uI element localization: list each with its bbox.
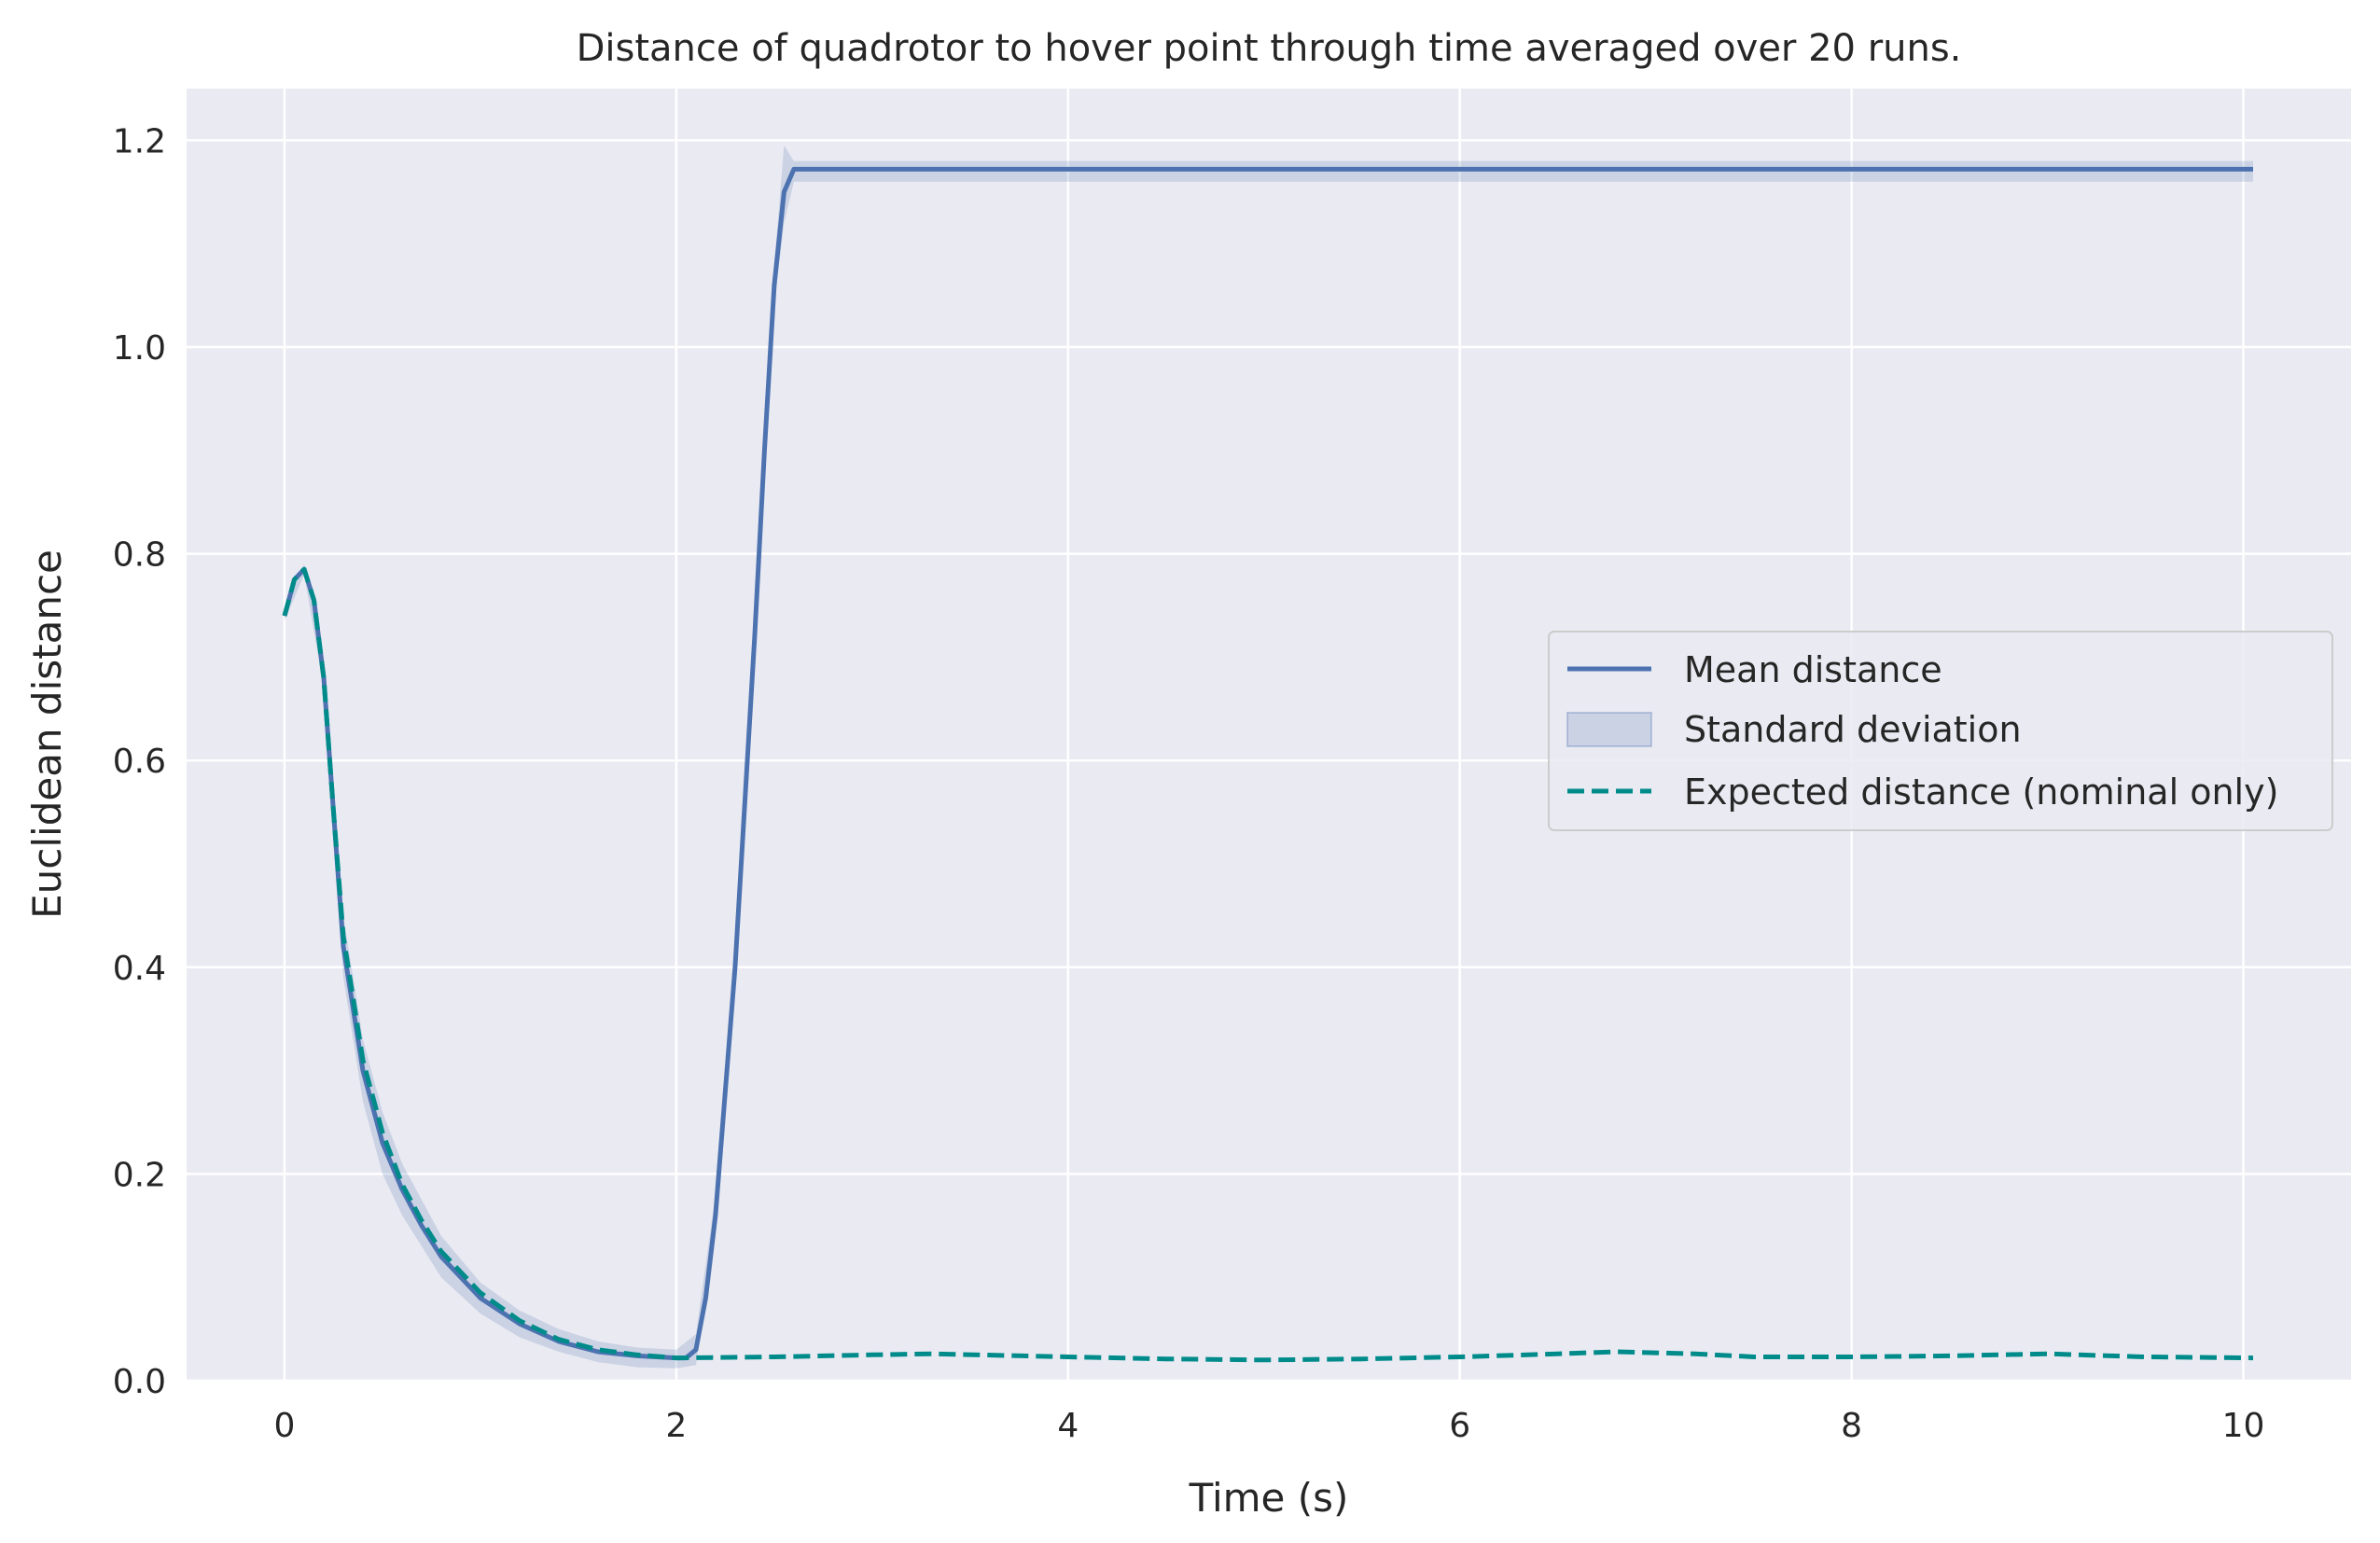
x-tick-label: 8 [1841, 1407, 1862, 1445]
expected-distance-line [282, 566, 2254, 1363]
y-tick-label: 0.2 [113, 1156, 166, 1194]
y-tick-labels: 0.0 0.2 0.4 0.6 0.8 1.0 1.2 [113, 122, 166, 1401]
legend-std-swatch [1566, 712, 1652, 747]
series-lines-layer [282, 166, 2254, 1363]
x-tick-label: 0 [274, 1407, 296, 1445]
x-tick-label: 10 [2222, 1407, 2265, 1445]
x-tick-label: 2 [665, 1407, 687, 1445]
legend-mean-label: Mean distance [1684, 649, 1942, 690]
y-tick-label: 0.4 [113, 950, 166, 988]
x-tick-label: 4 [1057, 1407, 1079, 1445]
legend-box [1548, 631, 2333, 831]
x-axis-label: Time (s) [1189, 1475, 1349, 1521]
y-tick-label: 0.6 [113, 743, 166, 781]
x-tick-labels: 0 2 4 6 8 10 [274, 1407, 2265, 1445]
y-tick-label: 1.2 [113, 122, 166, 160]
y-axis-label: Euclidean distance [24, 549, 70, 919]
legend-expected-label: Expected distance (nominal only) [1684, 772, 2278, 813]
legend: Mean distance Standard deviation Expecte… [1548, 631, 2333, 831]
legend-std-label: Standard deviation [1684, 709, 2022, 750]
chart-title: Distance of quadrotor to hover point thr… [577, 27, 1962, 70]
y-tick-label: 0.0 [113, 1363, 166, 1401]
x-tick-label: 6 [1449, 1407, 1470, 1445]
y-tick-label: 1.0 [113, 329, 166, 368]
y-tick-label: 0.8 [113, 536, 166, 575]
